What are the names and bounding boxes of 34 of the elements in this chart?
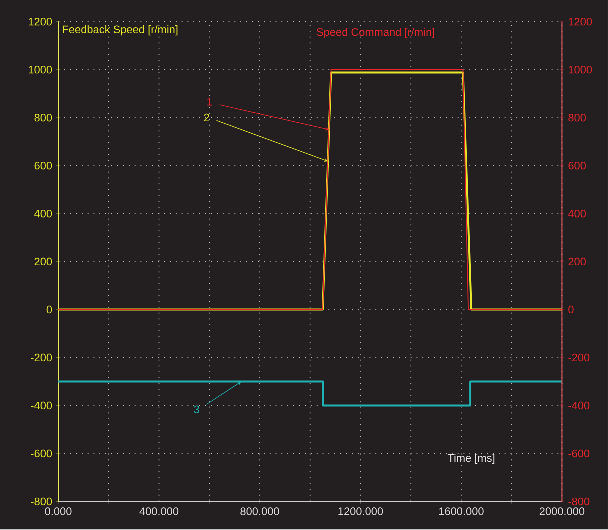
y-tick-label: 800	[568, 114, 586, 122]
y-tick-label: 1000	[569, 66, 592, 74]
y-tick-label: -400	[568, 402, 590, 410]
x-axis-title: Time [ms]	[448, 454, 495, 464]
y-tick-label: 400	[568, 210, 586, 218]
annotation: 1	[208, 98, 212, 106]
y-tick-label: 1200	[569, 18, 592, 26]
text: Speed Command [r/min]	[317, 28, 434, 39]
x-tick-label: 400.000	[140, 508, 179, 516]
y-tick-label: -800	[568, 498, 590, 506]
annotation: 3	[194, 406, 200, 414]
x-tick-label: 1200.000	[338, 508, 384, 516]
y2-tick-label: 600	[34, 162, 52, 170]
y2-tick-label: 400	[34, 210, 52, 218]
y-tick-label: 200	[568, 258, 586, 266]
y2-tick-label: -200	[31, 354, 52, 362]
annotation: 2	[204, 114, 210, 122]
x-tick-label: 0.000	[45, 508, 72, 516]
y2-tick-label: -600	[31, 450, 52, 458]
y2-tick-label: 800	[34, 114, 52, 122]
y-tick-label: 0	[568, 306, 574, 314]
y2-tick-label: 1200	[29, 18, 52, 26]
x-tick-label: 1600.000	[439, 508, 484, 516]
x-tick-label: 2000.000	[540, 508, 585, 516]
y2-tick-label: -800	[31, 498, 52, 506]
y2-tick-label: -400	[31, 402, 52, 410]
y2-tick-label: 200	[34, 258, 52, 266]
y2-tick-label: 0	[46, 306, 52, 314]
y-tick-label: 600	[568, 162, 586, 170]
text: Feedback Speed [r/min]	[63, 26, 178, 36]
y-tick-label: -600	[568, 450, 590, 458]
y-tick-label: -200	[568, 354, 590, 362]
y2-tick-label: 1000	[29, 66, 52, 74]
x-tick-label: 800.000	[240, 508, 280, 516]
